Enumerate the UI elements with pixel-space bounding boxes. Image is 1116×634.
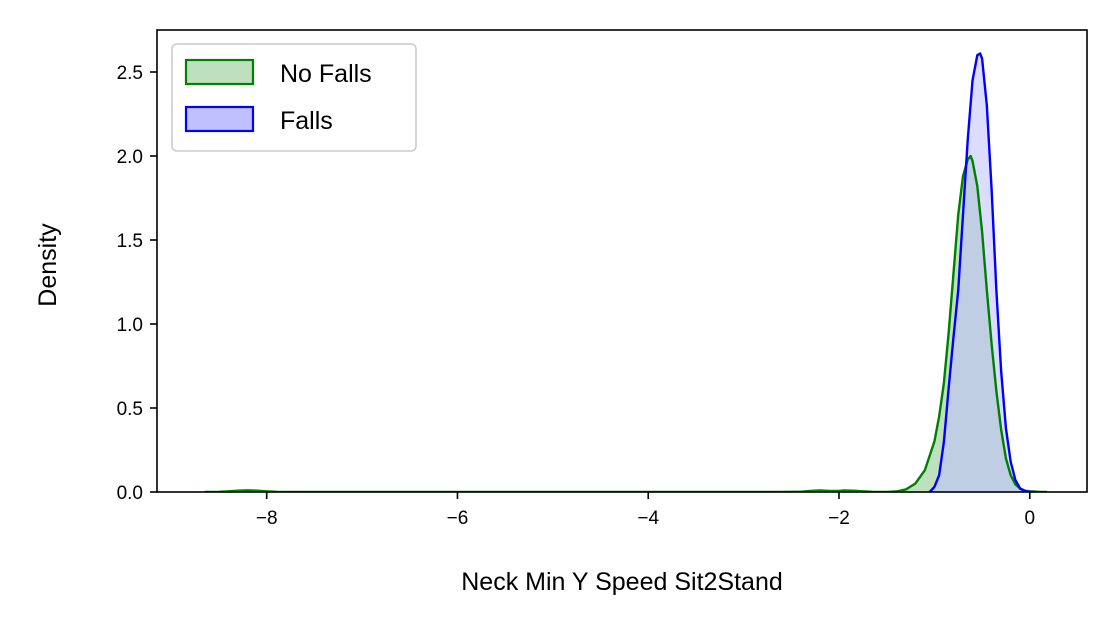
y-axis: 0.0 0.5 1.0 1.5 2.0 2.5 [117,63,157,504]
legend-swatch-falls [184,105,255,133]
y-tick-label: 1.5 [117,231,143,252]
y-tick-label: 1.0 [117,315,143,336]
legend-label-no-falls: No Falls [280,60,372,88]
x-tick-label: −4 [637,508,659,529]
series-area-falls [929,53,1035,492]
legend-label-falls: Falls [280,107,333,135]
y-tick-label: 0.0 [117,483,143,504]
x-tick-label: −8 [256,508,278,529]
series-line-no-falls [204,154,1047,492]
plot-frame [156,29,1088,493]
x-tick-label: −2 [828,508,850,529]
y-tick-label: 0.5 [117,399,143,420]
x-tick-label: −6 [447,508,469,529]
series-layer [204,52,1047,492]
y-axis-title: Density [34,223,62,307]
legend-swatch-no-falls [184,58,255,86]
y-tick-label: 2.5 [117,63,143,84]
legend: No Falls Falls [171,43,417,152]
x-axis: −8 −6 −4 −2 0 [256,492,1035,529]
y-tick-label: 2.0 [117,147,143,168]
x-axis-title: Neck Min Y Speed Sit2Stand [461,568,783,596]
series-line-falls [928,52,1035,492]
x-tick-label: 0 [1024,508,1035,529]
